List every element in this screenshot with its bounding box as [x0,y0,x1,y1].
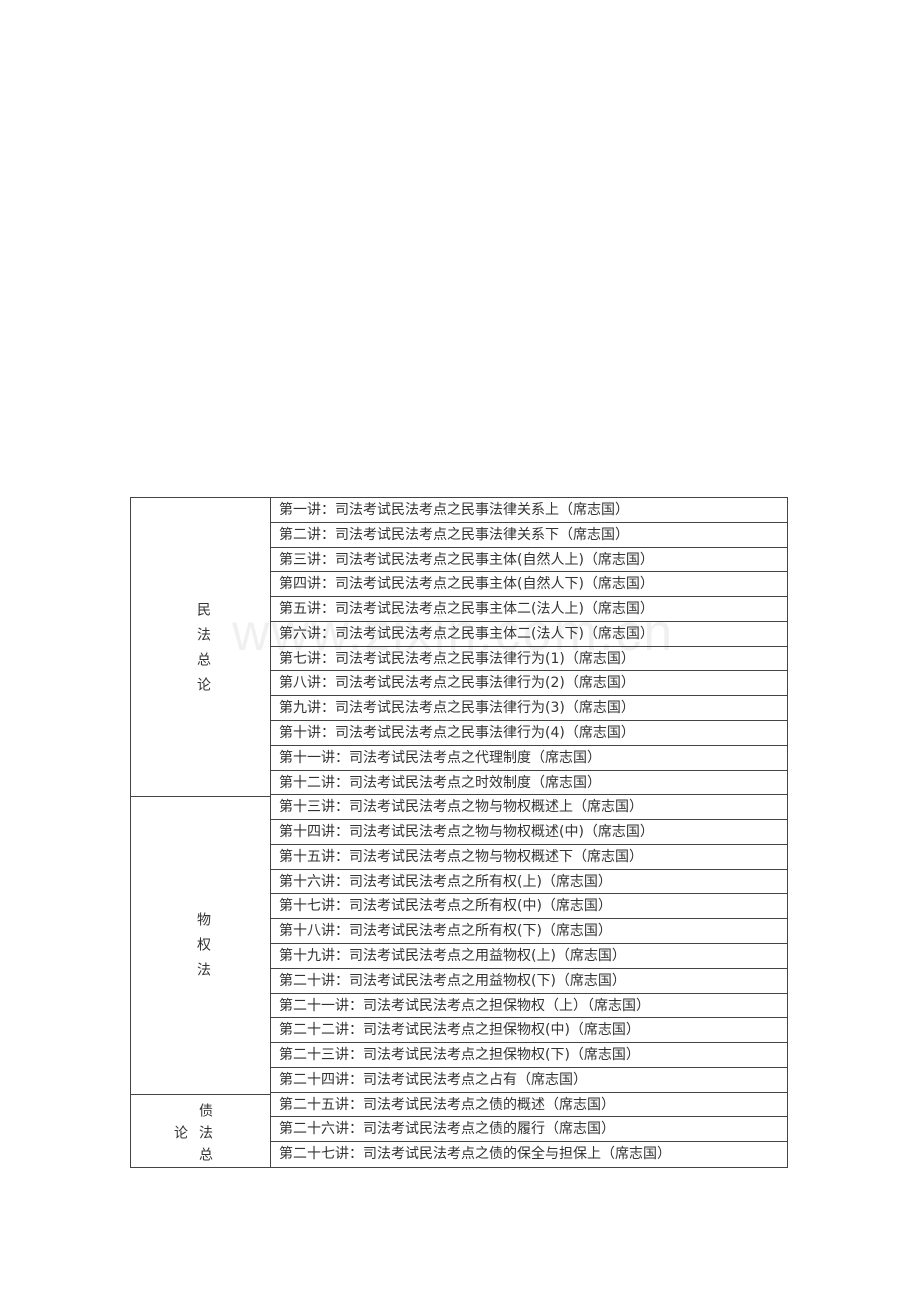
lecture-row: 第二十二讲：司法考试民法考点之担保物权(中)（席志国） [271,1018,787,1044]
lecture-row: 第二十五讲：司法考试民法考点之债的概述（席志国） [271,1093,787,1118]
lecture-row: 第十二讲：司法考试民法考点之时效制度（席志国） [271,771,787,796]
lecture-row: 第二十四讲：司法考试民法考点之占有（席志国） [271,1068,787,1093]
lecture-row: 第四讲：司法考试民法考点之民事主体(自然人下)（席志国） [271,572,787,598]
lecture-row: 第二十讲：司法考试民法考点之用益物权(下)（席志国） [271,969,787,994]
lecture-row: 第十九讲：司法考试民法考点之用益物权(上)（席志国） [271,944,787,969]
lecture-row: 第十八讲：司法考试民法考点之所有权(下)（席志国） [271,919,787,944]
lecture-row: 第十讲：司法考试民法考点之民事法律行为(4)（席志国） [271,721,787,746]
lecture-row: 第二讲：司法考试民法考点之民事法律关系下（席志国） [271,523,787,548]
lecture-row: 第三讲：司法考试民法考点之民事主体(自然人上)（席志国） [271,548,787,573]
lecture-row: 第二十一讲：司法考试民法考点之担保物权（上）（席志国） [271,994,787,1019]
lecture-row: 第六讲：司法考试民法考点之民事主体二(法人下)（席志国） [271,622,787,647]
group-divider [131,1094,271,1095]
group-label: 债法总论 [172,1103,213,1169]
group-label: 民法总论 [195,602,211,702]
course-table: 民法总论 物权法 债法总论 第一讲：司法考试民法考点之民事法律关系上（席志国）第… [130,497,788,1169]
lecture-row: 第二十六讲：司法考试民法考点之债的履行（席志国） [271,1117,787,1143]
group-divider [131,796,271,797]
lecture-row: 第八讲：司法考试民法考点之民事法律行为(2)（席志国） [271,671,787,697]
lecture-row: 第二十三讲：司法考试民法考点之担保物权(下)（席志国） [271,1043,787,1068]
lecture-row: 第一讲：司法考试民法考点之民事法律关系上（席志国） [271,498,787,523]
lecture-row: 第七讲：司法考试民法考点之民事法律行为(1)（席志国） [271,647,787,672]
lecture-row: 第十五讲：司法考试民法考点之物与物权概述下（席志国） [271,845,787,870]
lecture-row: 第九讲：司法考试民法考点之民事法律行为(3)（席志国） [271,696,787,721]
lecture-row: 第十六讲：司法考试民法考点之所有权(上)（席志国） [271,870,787,895]
lecture-row: 第十四讲：司法考试民法考点之物与物权概述(中)（席志国） [271,820,787,845]
lecture-row: 第二十七讲：司法考试民法考点之债的保全与担保上（席志国） [279,1146,671,1163]
column-divider [270,498,271,1167]
lecture-row: 第五讲：司法考试民法考点之民事主体二(法人上)（席志国） [271,597,787,622]
lecture-row: 第十七讲：司法考试民法考点之所有权(中)（席志国） [271,894,787,920]
lecture-row: 第十一讲：司法考试民法考点之代理制度（席志国） [271,746,787,771]
lecture-row: 第十三讲：司法考试民法考点之物与物权概述上（席志国） [271,795,787,821]
group-label: 物权法 [195,912,211,987]
